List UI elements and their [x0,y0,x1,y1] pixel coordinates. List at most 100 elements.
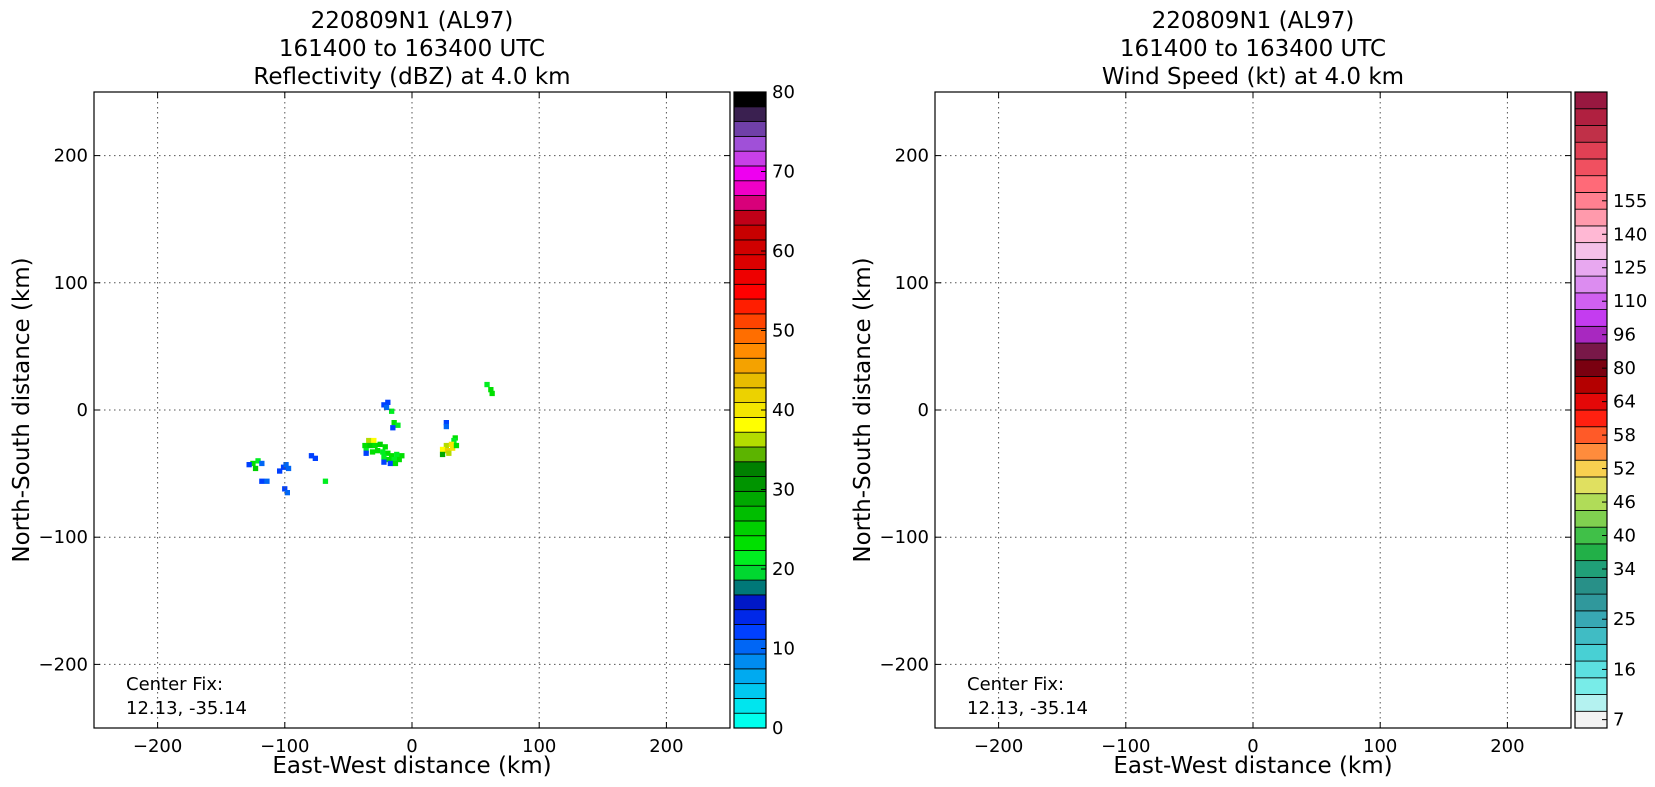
reflectivity-echo-cell [363,450,369,456]
reflectivity-echo-cell [395,422,401,428]
reflectivity-echo-cell [484,381,490,388]
reflectivity-echo-cell [381,459,387,465]
wind-colorbar-bin [1574,91,1608,110]
reflectivity-colorbar-bin [733,135,767,152]
reflectivity-colorbar-bin [733,683,767,699]
wind-colorbar-bin [1574,141,1608,160]
reflectivity-colorbar: 0 10 20 30 40 50 60 70 80 [733,82,795,739]
wind-grid [935,92,1571,728]
reflectivity-echo-cell [277,468,283,474]
wind-x-tick-label: 200 [1490,736,1524,757]
reflectivity-echo-cell [448,441,455,447]
wind-colorbar-bin [1574,175,1608,193]
reflectivity-colorbar-label: 0 [772,718,783,739]
reflectivity-echo-cell [322,478,329,484]
wind-colorbar-bin [1574,476,1608,495]
wind-title-line-2: 161400 to 163400 UTC [1120,36,1386,62]
reflectivity-echo-cell [391,456,397,463]
wind-colorbar-label: 52 [1613,459,1636,480]
reflectivity-colorbar-bin [733,343,767,359]
reflectivity-echo-cell [383,404,390,411]
reflectivity-colorbar-label: 80 [772,82,795,103]
reflectivity-echo-cell [369,449,376,455]
reflectivity-echo-cell [259,478,265,484]
reflectivity-x-axis-label: East-West distance (km) [272,753,551,779]
reflectivity-title-line-1: 220809N1 (AL97) [311,8,514,34]
wind-colorbar-label: 25 [1613,609,1636,630]
wind-x-tick-label: 0 [1247,736,1258,757]
wind-x-ticks: −200 −100 0 100 200 [974,92,1525,757]
reflectivity-colorbar-bin [733,150,767,167]
reflectivity-colorbar-label: 10 [772,639,795,660]
reflectivity-echo-cell [250,460,256,467]
reflectivity-echo-cell [377,441,383,447]
reflectivity-colorbar-bin [733,638,767,655]
wind-colorbar-label: 80 [1613,358,1636,379]
wind-y-tick-label: 0 [918,400,929,421]
wind-colorbar-bin [1574,510,1608,528]
reflectivity-colorbar-bin [733,668,767,685]
reflectivity-colorbar-bin [733,431,767,448]
wind-colorbar-label: 96 [1613,325,1636,346]
reflectivity-colorbar-bin [733,609,767,625]
reflectivity-echo-cell [372,442,378,449]
reflectivity-echo-cell [381,454,387,460]
wind-colorbar-frame [1574,91,1608,729]
reflectivity-echo-cell [283,462,289,468]
reflectivity-y-axis-label: North-South distance (km) [9,257,35,562]
reflectivity-colorbar-bin [733,313,767,330]
reflectivity-colorbar-label: 20 [772,559,795,580]
wind-colorbar-bin [1574,309,1608,327]
reflectivity-echo-cell [450,445,456,451]
wind-colorbar-label: 34 [1613,559,1636,580]
reflectivity-echo-cell [488,387,494,393]
wind-y-axis-label: North-South distance (km) [850,257,876,562]
wind-colorbar-label: 125 [1613,258,1647,279]
reflectivity-echo-cell [385,399,391,405]
wind-colorbar-bin [1574,125,1608,143]
reflectivity-echo-cell [252,465,259,472]
reflectivity-colorbar-label: 60 [772,241,795,262]
reflectivity-colorbar-bin [733,209,767,226]
reflectivity-x-tick-label: 0 [406,736,417,757]
wind-colorbar-label: 155 [1613,191,1647,212]
reflectivity-colorbar-bin [733,224,767,241]
reflectivity-echo-cell [489,390,495,397]
wind-colorbar-label: 64 [1613,392,1636,413]
wind-center-fix-label: Center Fix: [967,674,1064,695]
reflectivity-y-tick-label: −200 [39,654,88,675]
reflectivity-echo-cell [396,456,402,463]
reflectivity-colorbar-bin [733,446,767,463]
reflectivity-echo-cell [443,420,449,426]
reflectivity-x-tick-label: 100 [522,736,556,757]
reflectivity-colorbar-bin [733,298,767,315]
reflectivity-echo-cell [389,453,395,459]
reflectivity-echo-cell [399,453,405,459]
reflectivity-echo-cell [443,442,449,449]
wind-colorbar-bin [1574,627,1608,645]
reflectivity-colorbar-bin [733,653,767,670]
reflectivity-echo-cell [389,408,395,414]
wind-y-tick-label: 100 [895,273,929,294]
reflectivity-echo-cell [392,460,399,467]
wind-colorbar-bin [1574,643,1608,662]
wind-y-tick-label: −100 [880,527,929,548]
wind-colorbar-bin [1574,158,1608,177]
reflectivity-echo-cell [285,465,292,472]
reflectivity-x-tick-label: −100 [260,736,309,757]
wind-center-fix-value: 12.13, -35.14 [967,698,1088,719]
wind-x-tick-label: −100 [1101,736,1150,757]
wind-colorbar-bin [1574,593,1608,612]
reflectivity-colorbar-bin [733,624,767,640]
reflectivity-colorbar-bin [733,579,767,596]
reflectivity-colorbar-bin [733,165,767,182]
reflectivity-echo-cell [380,449,386,455]
reflectivity-title-line-3: Reflectivity (dBZ) at 4.0 km [253,64,570,90]
wind-colorbar-bin [1574,576,1608,595]
reflectivity-echo-cell [246,462,252,468]
reflectivity-echo-cell [451,437,457,444]
wind-colorbar-bin [1574,443,1608,461]
reflectivity-y-ticks: −200 −100 0 100 200 [39,146,730,675]
reflectivity-echo-cell [264,478,270,484]
